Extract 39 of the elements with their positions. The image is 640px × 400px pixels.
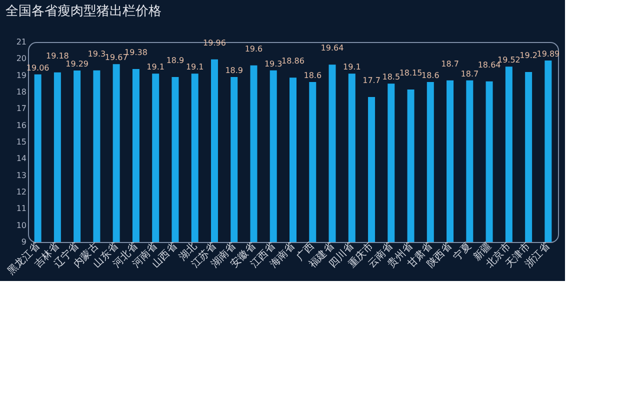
data-label: 18.9	[225, 66, 244, 75]
data-label: 19.3	[88, 49, 106, 58]
y-tick-label: 19	[16, 70, 26, 80]
data-label: 19.1	[146, 62, 164, 72]
data-label: 18.6	[422, 71, 440, 80]
y-tick-label: 13	[16, 170, 26, 180]
y-tick-label: 20	[16, 54, 26, 64]
data-label: 19.1	[342, 62, 361, 72]
y-tick-label: 10	[16, 220, 26, 230]
y-tick-label: 17	[16, 104, 26, 114]
y-tick-label: 9	[21, 238, 26, 246]
data-label: 18.9	[166, 56, 184, 65]
data-label: 19.2	[520, 51, 538, 60]
data-label: 18.6	[304, 71, 322, 80]
data-label: 18.7	[441, 59, 459, 68]
data-label: 19.96	[203, 38, 226, 48]
data-label: 19.64	[320, 44, 344, 53]
x-tick-label: 宁夏	[451, 240, 474, 263]
y-tick-label: 21	[16, 38, 26, 46]
data-label: 17.7	[362, 76, 380, 85]
y-tick-label: 18	[16, 88, 26, 96]
y-tick-label: 11	[16, 204, 26, 214]
data-label: 19.06	[26, 63, 50, 72]
data-label: 19.18	[46, 51, 69, 60]
y-tick-label: 12	[16, 188, 26, 196]
data-label: 19.29	[66, 60, 89, 68]
data-label: 18.86	[282, 56, 304, 66]
data-label: 18.5	[382, 72, 400, 82]
data-label: 18.7	[460, 69, 479, 78]
data-label: 19.1	[186, 62, 204, 72]
y-tick-label: 16	[16, 120, 26, 130]
data-label: 19.3	[264, 59, 282, 68]
data-label: 18.15	[399, 68, 422, 78]
data-label: 19.89	[536, 50, 560, 58]
data-label: 19.6	[244, 44, 263, 54]
y-tick-label: 14	[16, 154, 26, 164]
data-label: 18.64	[478, 60, 501, 70]
chart-title: 全国各省瘦肉型猪出栏价格	[5, 4, 162, 19]
y-tick-label: 15	[16, 138, 26, 146]
